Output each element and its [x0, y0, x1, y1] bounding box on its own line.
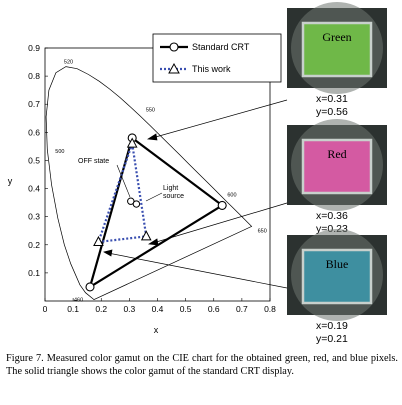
swatch-title: Red — [327, 147, 346, 161]
off-state-leader — [116, 164, 131, 198]
x-tick-label: 0.1 — [67, 304, 79, 314]
swatch-x-value: x=0.36 — [316, 210, 348, 222]
wavelength-label: 650 — [258, 228, 267, 234]
figure-caption: Figure 7. Measured color gamut on the CI… — [6, 353, 398, 377]
legend-crt-label: Standard CRT — [192, 42, 250, 52]
this-work-triangle — [96, 143, 148, 244]
swatch-y-value: y=0.21 — [316, 333, 348, 345]
x-tick-label: 0.3 — [123, 304, 135, 314]
y-axis-label: y — [8, 176, 13, 186]
x-tick-label: 0.5 — [180, 304, 192, 314]
x-tick-label: 0.6 — [208, 304, 220, 314]
legend-work-marker — [168, 62, 180, 74]
wavelength-labels: 520 550 500 600 650 460 — [55, 59, 267, 303]
y-tick-label: 0.3 — [28, 212, 40, 222]
pixel-swatches: Greenx=0.31y=0.56Redx=0.36y=0.23Bluex=0.… — [287, 2, 387, 345]
wavelength-label: 600 — [227, 192, 236, 198]
swatch-title: Blue — [326, 257, 349, 271]
wavelength-label: 500 — [55, 149, 64, 155]
x-axis-label: x — [154, 325, 159, 335]
legend-crt-marker — [169, 42, 179, 52]
swatch-title: Green — [322, 30, 351, 44]
axis-ticks: 0 0.1 0.2 0.3 0.4 0.5 0.6 0.7 0.8 0.1 0.2 0.3 0.4 0.5… — [28, 43, 276, 314]
work-point-red — [140, 230, 152, 241]
work-point-blue — [93, 235, 104, 246]
marker-light-source — [132, 200, 141, 208]
light-source-leader — [145, 192, 163, 202]
legend-work-label: This work — [192, 64, 231, 74]
x-tick-label: 0.7 — [236, 304, 248, 314]
standard-crt-triangle — [88, 136, 225, 290]
plot-area — [44, 47, 271, 302]
legend: Standard CRT This work — [152, 33, 282, 83]
y-tick-label: 0.6 — [28, 127, 40, 137]
crt-point-red — [217, 200, 227, 210]
y-tick-label: 0.2 — [28, 240, 40, 250]
y-tick-label: 0.9 — [28, 43, 40, 53]
swatch-blue: Blue x=0.19y=0.21 — [287, 229, 387, 345]
x-tick-label: 0.8 — [264, 304, 276, 314]
light-source-label: Light source — [163, 185, 184, 200]
y-tick-label: 0.7 — [28, 99, 40, 109]
swatch-y-value: y=0.56 — [316, 106, 348, 118]
x-tick-label: 0.2 — [95, 304, 107, 314]
off-state-label: OFF state — [78, 158, 109, 165]
swatch-green: Green x=0.31y=0.56 — [287, 2, 387, 118]
swatch-x-value: x=0.19 — [316, 320, 348, 332]
y-tick-label: 0.5 — [28, 155, 40, 165]
y-tick-label: 0.8 — [28, 71, 40, 81]
data-markers — [85, 133, 227, 292]
spectral-locus — [45, 66, 253, 301]
y-tick-label: 0.4 — [28, 184, 40, 194]
x-tick-label: 0.4 — [152, 304, 164, 314]
wavelength-label: 460 — [74, 298, 83, 304]
x-tick-label: 0 — [43, 304, 48, 314]
crt-point-blue — [85, 282, 95, 292]
swatch-x-value: x=0.31 — [316, 93, 348, 105]
wavelength-label: 550 — [146, 107, 155, 113]
y-tick-label: 0.1 — [28, 268, 40, 278]
marker-off-state — [127, 197, 135, 205]
work-point-green — [126, 137, 138, 148]
wavelength-label: 520 — [64, 59, 73, 65]
swatch-arrows — [103, 99, 288, 289]
